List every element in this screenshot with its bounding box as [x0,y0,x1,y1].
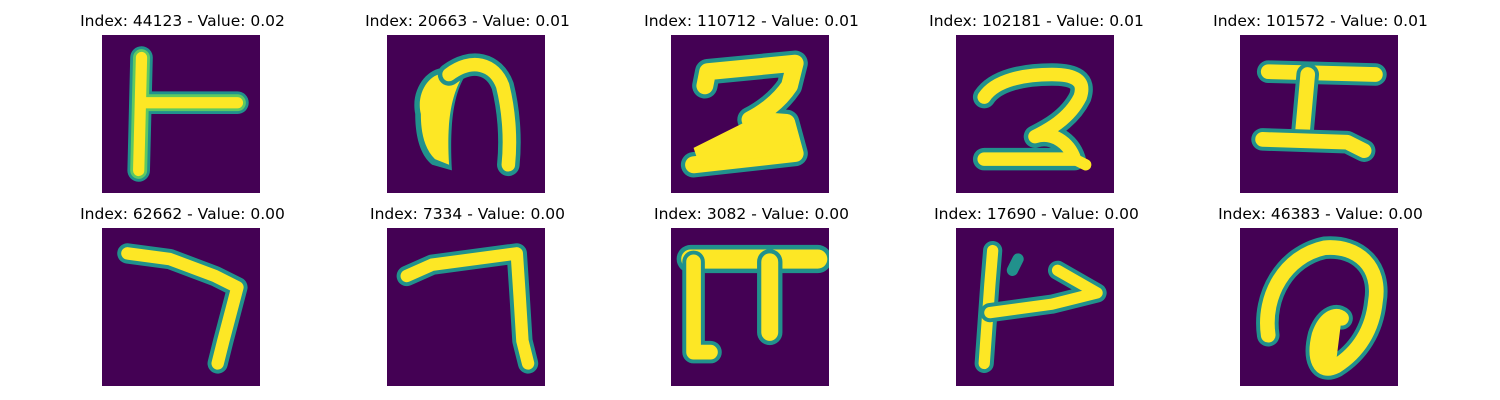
tile-title: Index: 62662 - Value: 0.00 [80,205,285,223]
glyph-image [1240,35,1398,193]
glyph-image [956,35,1114,193]
glyph-image [102,228,260,386]
tile-46383: Index: 46383 - Value: 0.00 [1178,205,1463,386]
tile-title: Index: 101572 - Value: 0.01 [1213,12,1428,30]
tile-44123: Index: 44123 - Value: 0.02 [40,12,325,193]
glyph-image [387,228,545,386]
tile-title: Index: 46383 - Value: 0.00 [1218,205,1423,223]
tile-title: Index: 44123 - Value: 0.02 [80,12,285,30]
glyph-image [387,35,545,193]
tile-3082: Index: 3082 - Value: 0.00 [609,205,894,386]
tile-102181: Index: 102181 - Value: 0.01 [894,12,1179,193]
tile-101572: Index: 101572 - Value: 0.01 [1178,12,1463,193]
tile-110712: Index: 110712 - Value: 0.01 [609,12,894,193]
glyph-image [102,35,260,193]
tile-title: Index: 7334 - Value: 0.00 [370,205,565,223]
glyph-image [956,228,1114,386]
tile-title: Index: 20663 - Value: 0.01 [365,12,570,30]
tile-62662: Index: 62662 - Value: 0.00 [40,205,325,386]
glyph-image [1240,228,1398,386]
glyph-image [671,228,829,386]
tile-20663: Index: 20663 - Value: 0.01 [325,12,610,193]
tile-7334: Index: 7334 - Value: 0.00 [325,205,610,386]
glyph-image [671,35,829,193]
tile-17690: Index: 17690 - Value: 0.00 [894,205,1179,386]
tile-title: Index: 102181 - Value: 0.01 [929,12,1144,30]
tile-title: Index: 3082 - Value: 0.00 [654,205,849,223]
tile-title: Index: 17690 - Value: 0.00 [934,205,1139,223]
tile-title: Index: 110712 - Value: 0.01 [644,12,859,30]
